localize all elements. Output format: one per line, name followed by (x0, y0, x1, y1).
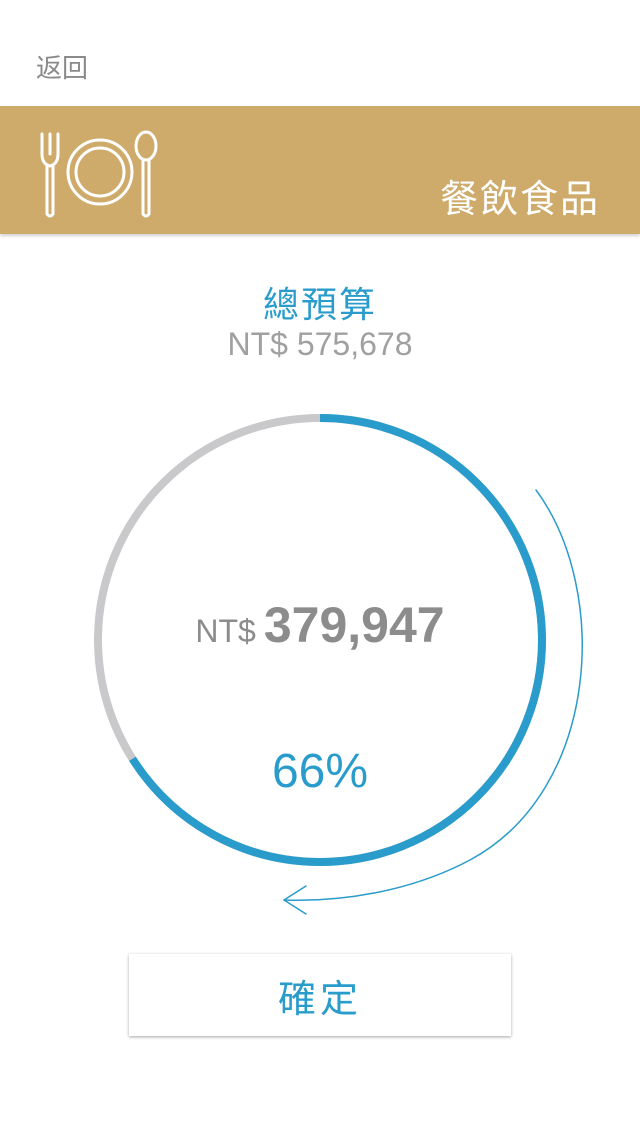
total-budget-amount: NT$ 575,678 (227, 326, 413, 362)
confirm-button[interactable]: 確定 (129, 954, 511, 1036)
category-title: 餐飲食品 (439, 177, 600, 221)
spent-currency: NT$ (195, 613, 256, 649)
spent-percent: 66% (271, 745, 369, 798)
spent-value: 379,947 (263, 597, 445, 653)
gauge-fill (94, 414, 546, 866)
category-banner: 餐飲食品 (0, 106, 640, 234)
utensils-plate-icon (40, 130, 158, 218)
budget-gauge[interactable] (0, 400, 640, 920)
curved-arrow-icon (283, 489, 583, 915)
total-budget-label: 總預算 (262, 285, 377, 326)
back-button[interactable]: 返回 (36, 54, 89, 84)
spent-amount: NT$ 379,947 (0, 596, 640, 654)
